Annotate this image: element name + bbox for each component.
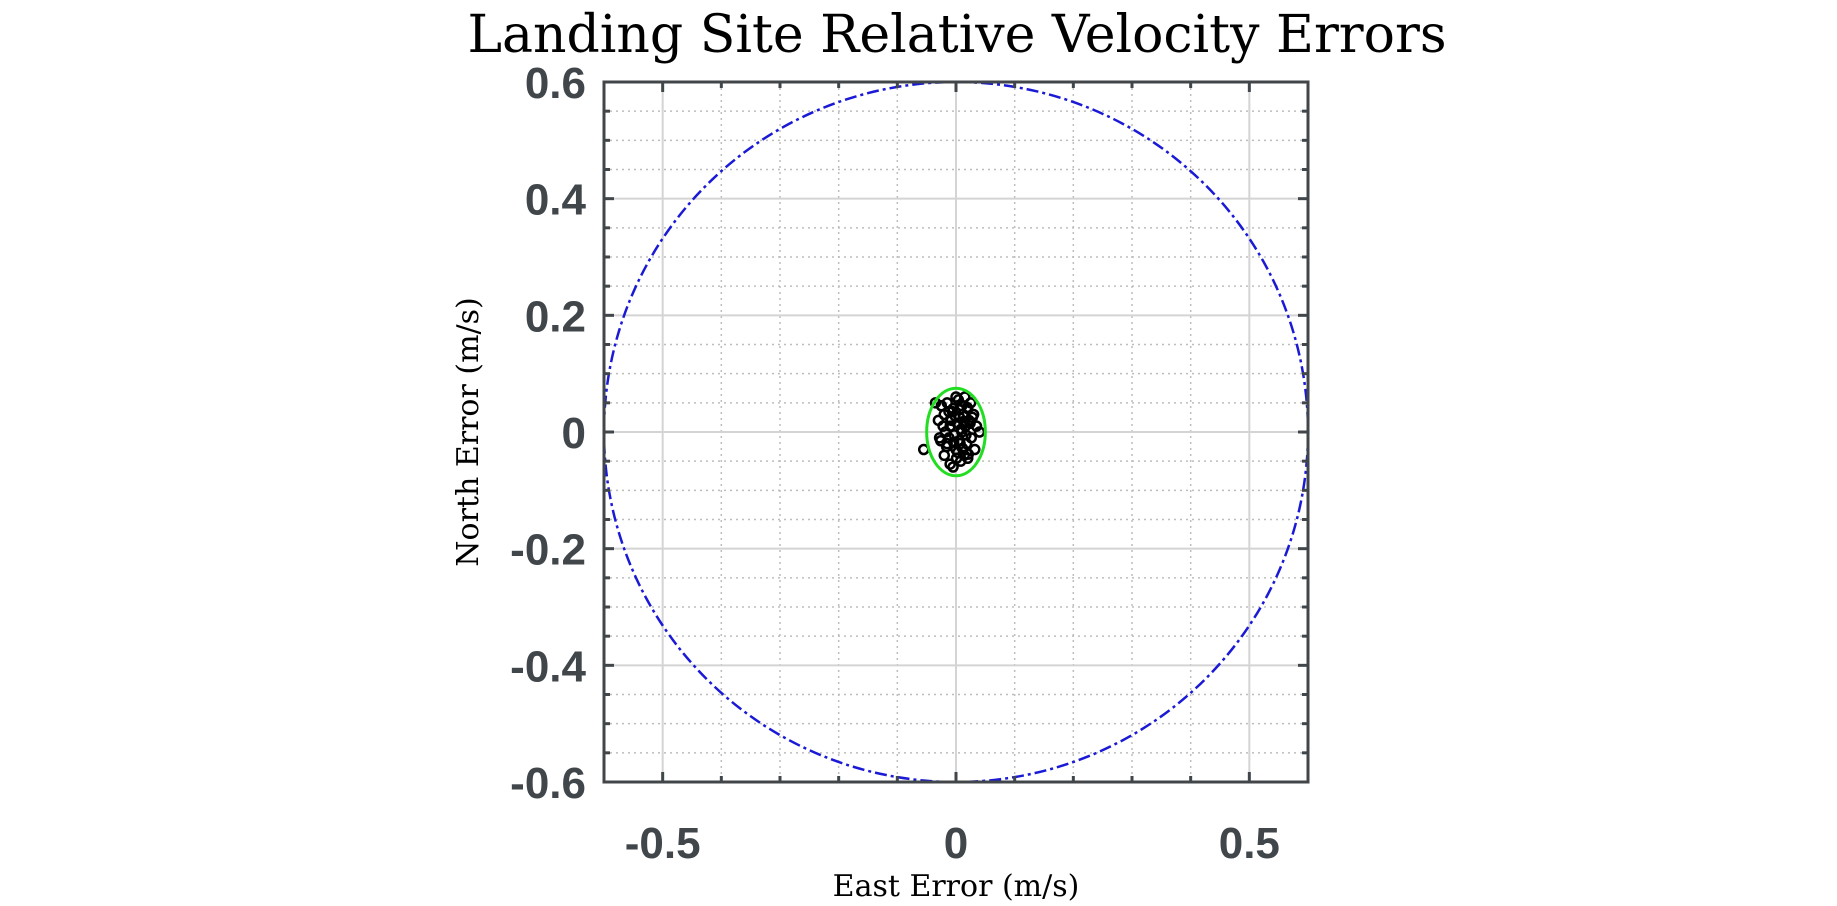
y-tick-label: -0.6 (510, 759, 586, 808)
x-tick-label: 0 (944, 819, 968, 868)
x-axis-label: East Error (m/s) (833, 869, 1080, 904)
error-ellipse (925, 386, 987, 478)
grid (604, 81, 1308, 783)
scatter-point (962, 448, 975, 460)
scatter-point (937, 420, 949, 432)
scatter-point (947, 436, 960, 449)
x-tick-label: -0.5 (625, 819, 701, 868)
x-tick-labels: -0.5 0 0.5 (625, 819, 1280, 868)
scatter-point (966, 411, 979, 424)
y-tick-label: 0.4 (525, 176, 587, 225)
scatter-point (944, 458, 956, 470)
y-tick-label: 0 (562, 409, 586, 458)
scatter-point (944, 413, 957, 425)
y-tick-label: 0.2 (525, 292, 586, 341)
scatter-point (957, 415, 970, 428)
y-tick-labels: 0.6 0.4 0.2 0 -0.2 -0.4 -0.6 (510, 59, 586, 808)
y-axis-label: North Error (m/s) (451, 297, 486, 566)
y-tick-label: 0.6 (525, 59, 586, 108)
ticks (604, 80, 1308, 784)
scatter-point (964, 417, 976, 429)
scatter-point (956, 442, 969, 455)
scatter-point (950, 452, 963, 464)
chart-title: Landing Site Relative Velocity Errors (467, 5, 1446, 65)
y-tick-label: -0.2 (510, 526, 586, 575)
scatter-points (917, 391, 986, 473)
x-tick-label: 0.5 (1219, 819, 1280, 868)
y-tick-label: -0.4 (510, 642, 586, 691)
scatter-point (953, 404, 966, 416)
scatter-point (960, 429, 972, 441)
scatter-point (934, 435, 947, 447)
scatter-point (959, 391, 971, 403)
